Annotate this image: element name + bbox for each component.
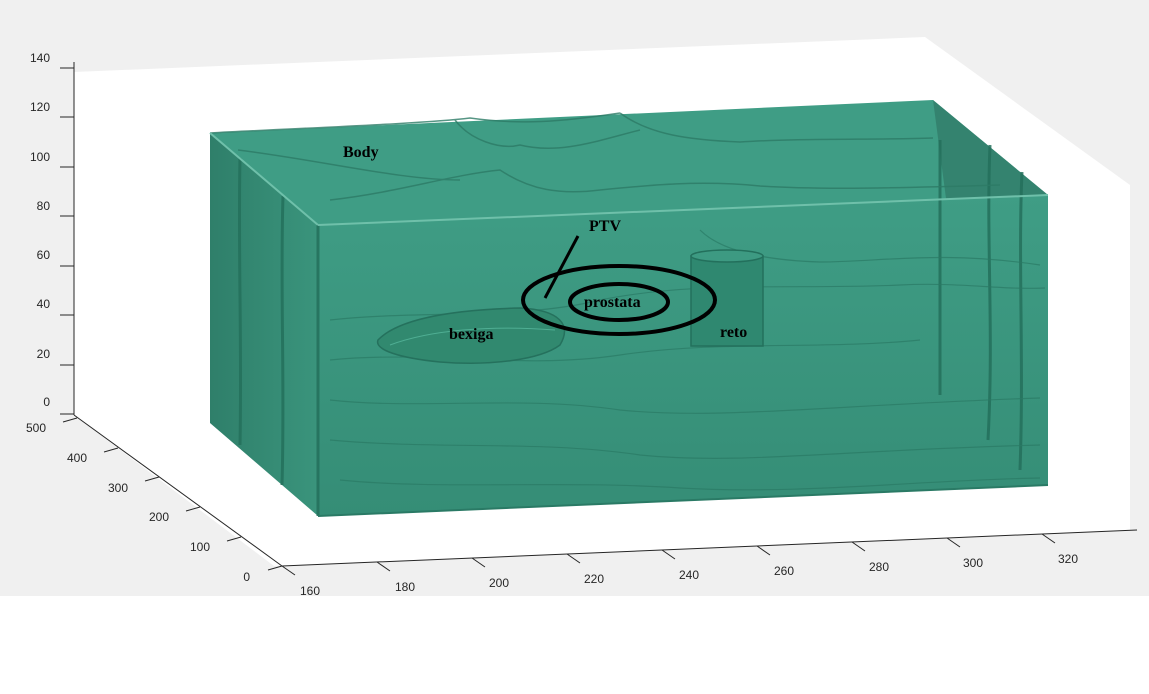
x-tick-label: 300 [963,556,983,570]
z-tick-label: 80 [37,199,51,213]
rectum-label: reto [720,324,747,341]
bladder-structure [377,307,566,364]
z-axis-tick-labels: 0 20 40 60 80 100 120 140 [30,51,50,409]
x-tick-label: 280 [869,560,889,574]
y-tick-label: 200 [149,510,169,524]
body-left-face [210,133,318,516]
body-top-left-edge-highlight [209,132,319,226]
y-axis-ticks [62,417,283,571]
prostate-label: prostata [584,294,641,311]
x-axis-ticks [281,533,1056,576]
y-tick-label: 0 [243,570,250,584]
y-tick-label: 400 [67,451,87,465]
z-axis-ticks [60,67,74,415]
z-tick-label: 100 [30,150,50,164]
ptv-label: PTV [589,218,621,235]
bladder-label: bexiga [449,326,493,343]
body-top-face [210,100,1048,225]
bladder-shape [377,307,566,364]
x-tick-label: 260 [774,564,794,578]
rectum-structure [690,249,764,347]
body-volume [209,100,1049,517]
body-edge-lines [237,140,1024,516]
body-bottom-edge [317,484,1049,517]
figure-3d-view: 0 20 40 60 80 100 120 140 0 100 200 300 … [0,0,1149,596]
axis-lines [73,62,1138,567]
z-tick-label: 60 [37,248,51,262]
z-tick-label: 140 [30,51,50,65]
rectum-body [690,255,764,347]
z-tick-label: 40 [37,297,51,311]
body-label: Body [343,144,379,161]
x-tick-label: 240 [679,568,699,582]
ptv-pointer-line [543,235,580,299]
x-tick-label: 180 [395,580,415,594]
y-axis-tick-labels: 0 100 200 300 400 500 [26,421,250,584]
z-tick-label: 20 [37,347,51,361]
y-tick-label: 500 [26,421,46,435]
y-tick-label: 100 [190,540,210,554]
x-tick-label: 320 [1058,552,1078,566]
ptv-outline [521,264,717,336]
rectum-top [690,249,764,263]
body-surface-ridges [209,112,1001,201]
x-axis-tick-labels: 160 180 200 220 240 260 280 300 320 [300,552,1078,596]
x-tick-label: 200 [489,576,509,590]
x-tick-label: 220 [584,572,604,586]
bladder-ridge [389,327,556,346]
z-tick-label: 0 [43,395,50,409]
body-top-edge-highlight [317,194,1049,226]
body-front-face [318,195,1048,516]
x-tick-label: 160 [300,584,320,596]
prostate-outline [568,282,670,322]
y-tick-label: 300 [108,481,128,495]
z-tick-label: 120 [30,100,50,114]
